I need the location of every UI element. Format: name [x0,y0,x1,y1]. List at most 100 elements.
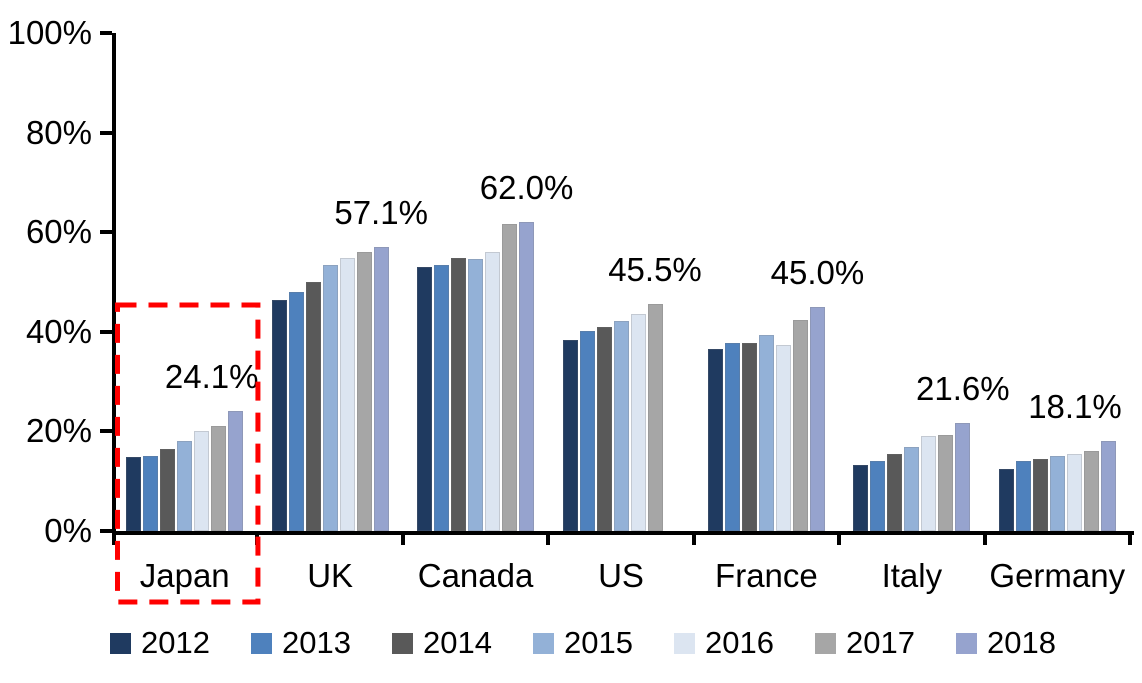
bar-2012-canada [417,267,433,531]
legend-label: 2012 [141,625,210,660]
bar-2015-italy [904,447,920,531]
legend-label: 2017 [846,625,915,660]
legend-swatch [392,632,413,654]
legend: 2012 2013 2014 2015 2016 2017 2018 [110,626,1097,660]
bar-2018-germany [1100,440,1116,531]
legend-item-2017: 2017 [815,626,956,660]
data-label: 57.1% [334,193,428,231]
bar-2012-germany [998,469,1014,531]
category-label: US [598,557,644,594]
legend-item-2018: 2018 [956,626,1097,660]
legend-label: 2015 [564,625,633,660]
category-label: UK [307,557,354,594]
bar-2012-france [707,348,723,531]
y-axis-line [112,33,116,545]
bar-2012-italy [853,465,869,531]
bar-2018-italy [955,423,971,531]
legend-label: 2013 [282,625,351,660]
bar-2013-us [579,330,595,531]
bar-2013-uk [288,291,304,531]
legend-swatch [674,632,695,654]
category-label: Japan [139,557,230,594]
x-axis-tick-mark [255,531,260,545]
y-axis-tick-mark [100,329,112,334]
x-axis-line [112,531,1134,535]
data-label: 21.6% [916,370,1010,408]
bar-2017-france [792,319,808,531]
bar-2014-canada [451,258,467,531]
bar-2015-uk [322,264,338,531]
bar-2014-france [741,342,757,531]
legend-swatch [110,632,131,654]
bar-2014-italy [887,454,903,531]
x-axis-tick-mark [400,531,405,545]
bar-2015-canada [468,259,484,531]
category-label: France [715,557,818,594]
bar-2016-uk [339,258,355,531]
data-label: 45.0% [770,253,865,291]
legend-swatch [815,632,836,654]
legend-label: 2016 [705,625,774,660]
x-axis-tick-mark [546,531,551,545]
legend-label: 2018 [987,625,1056,660]
y-axis-tick-mark [100,529,112,533]
category-label: Germany [989,557,1126,594]
legend-item-2014: 2014 [392,626,533,660]
bar-2018-france [809,306,825,531]
y-axis-tick-mark [100,230,112,235]
data-label: 45.5% [608,251,702,289]
bar-2014-us [596,326,612,531]
bar-2017-uk [356,252,372,531]
data-label: 24.1% [164,357,259,395]
bar-2015-france [758,334,774,531]
legend-swatch [956,632,977,654]
bar-2016-italy [921,436,937,531]
x-axis-tick-mark [982,531,987,545]
y-axis-tick-mark [100,130,112,135]
y-axis-tick-label: 60% [25,213,92,251]
legend-item-2012: 2012 [110,626,251,660]
bar-2017-japan [211,426,227,531]
bar-2013-italy [870,461,886,531]
bar-2014-uk [305,282,321,531]
legend-item-2015: 2015 [533,626,674,660]
bar-2018-uk [373,246,389,531]
bar-2015-us [613,320,629,531]
legend-label: 2014 [423,625,492,660]
bar-2018-japan [228,410,244,531]
bar-2012-uk [271,300,287,531]
bar-2016-canada [485,251,501,531]
bar-2017-italy [938,434,954,531]
y-axis-tick-mark [100,429,112,434]
legend-swatch [533,632,554,654]
bar-2017-canada [502,224,518,531]
y-axis-tick-label: 40% [25,312,92,350]
bar-2012-us [562,340,578,531]
bar-2015-japan [177,441,193,531]
x-axis-tick-mark [837,531,842,545]
bar-2017-germany [1083,451,1099,531]
bar-2016-japan [194,431,210,531]
legend-item-2016: 2016 [674,626,815,660]
bar-2017-us [647,304,663,531]
y-axis-tick-label: 0% [44,512,92,549]
bar-2018-canada [519,222,535,531]
bar-2013-canada [434,265,450,531]
category-label: Canada [417,557,534,594]
bar-2013-germany [1015,461,1031,531]
bar-2014-japan [160,448,176,531]
bar-2012-japan [126,457,142,531]
y-axis-tick-label: 20% [25,412,92,450]
x-axis-tick-mark [1128,531,1132,545]
data-label: 18.1% [1028,387,1122,425]
bar-2015-germany [1049,456,1065,531]
y-axis-tick-label: 80% [25,113,92,151]
legend-swatch [251,632,272,654]
bar-2013-france [724,342,740,531]
x-axis-tick-mark [691,531,696,545]
bar-2016-germany [1066,453,1082,531]
y-axis-tick-mark [100,31,112,35]
category-label: Italy [881,557,943,594]
y-axis-tick-label: 100% [7,14,92,51]
